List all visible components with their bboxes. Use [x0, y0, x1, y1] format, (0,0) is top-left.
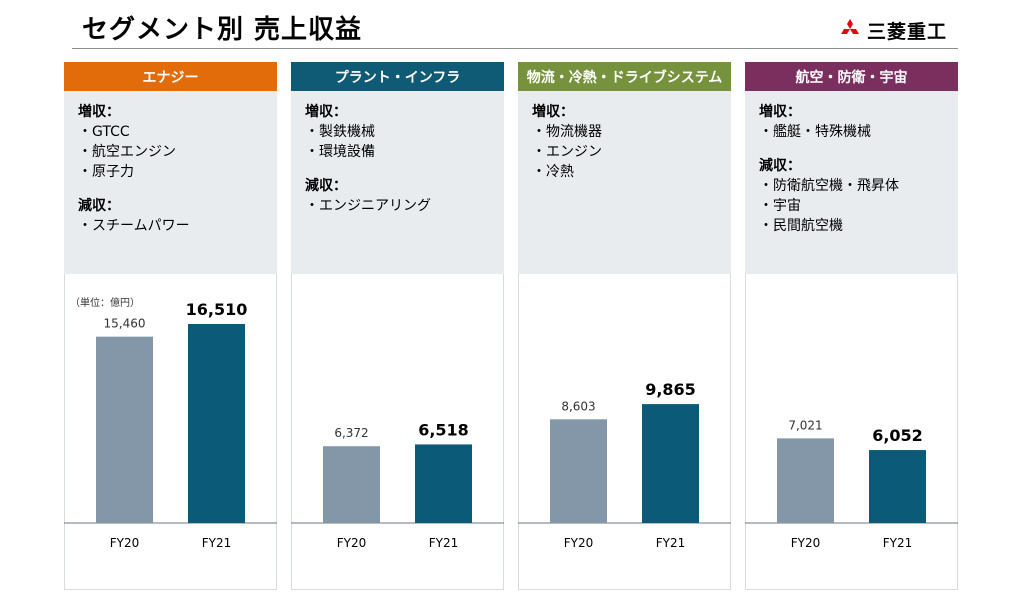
title-divider [72, 48, 958, 49]
bar-value-label: 8,603 [561, 399, 595, 413]
increase-label: 増収： [78, 104, 120, 120]
three-diamonds-logo-icon [841, 19, 859, 34]
increase-item: ・原子力 [78, 164, 134, 180]
x-tick-label: FY20 [791, 536, 821, 550]
decrease-item: ・スチームパワー [78, 218, 190, 234]
x-tick-label: FY21 [883, 536, 913, 550]
bar-fy20 [550, 419, 607, 523]
increase-item: ・GTCC [78, 124, 130, 140]
logo-text: 三菱重工 [867, 20, 948, 43]
increase-item: ・エンジン [532, 144, 602, 160]
segment-bar-chart: 6,372 FY20 6,518 FY21 [291, 420, 504, 550]
bar-fy20 [96, 336, 153, 523]
segment-header: エナジー [64, 62, 277, 91]
increase-item: ・航空エンジン [78, 144, 176, 160]
segment-panel: プラント・インフラ増収： ・製鉄機械・環境設備減収： ・エンジニアリング 6,372 F… [291, 62, 504, 590]
x-tick-label: FY21 [429, 536, 459, 550]
decrease-label: 減収： [305, 178, 347, 194]
increase-item: ・物流機器 [532, 124, 602, 140]
increase-label: 増収： [305, 104, 347, 120]
segment-header: 物流・冷熱・ドライブシステム [518, 62, 731, 91]
page-title: セグメント別 売上収益 [82, 15, 363, 45]
increase-item: ・環境設備 [305, 144, 375, 160]
bar-value-label: 9,865 [645, 380, 696, 399]
decrease-item: ・民間航空機 [759, 218, 843, 234]
x-tick-label: FY20 [110, 536, 140, 550]
unit-label: （単位：億円） [70, 298, 140, 309]
spacer [305, 162, 504, 176]
spacer [759, 142, 958, 156]
segment-factors: 増収： ・物流機器・エンジン・冷熱 [518, 91, 731, 274]
increase-label: 増収： [759, 104, 801, 120]
x-tick-label: FY20 [564, 536, 594, 550]
company-logo: 三菱重工 [838, 17, 947, 43]
segment-header: 航空・防衛・宇宙 [745, 62, 958, 91]
bar-fy21 [415, 444, 472, 523]
bar-value-label: 7,021 [788, 418, 822, 432]
increase-label: 増収： [532, 104, 574, 120]
decrease-item: ・宇宙 [759, 198, 801, 214]
bar-value-label: 16,510 [186, 300, 248, 319]
bar-fy20 [777, 438, 834, 523]
bar-value-label: 15,460 [104, 317, 146, 331]
segment-factors: 増収： ・GTCC ・航空エンジン ・原子力減収： ・スチームパワー [64, 91, 277, 274]
decrease-label: 減収： [759, 158, 801, 174]
segment-factors: 増収： ・艦艇・特殊機械 減収： ・防衛航空機・飛昇体 ・宇宙・民間航空機 [745, 91, 958, 274]
bar-fy21 [869, 450, 926, 523]
x-tick-label: FY21 [202, 536, 232, 550]
segment-factors: 増収： ・製鉄機械・環境設備減収： ・エンジニアリング [291, 91, 504, 274]
x-tick-label: FY20 [337, 536, 367, 550]
decrease-item: ・エンジニアリング [305, 198, 431, 214]
increase-item: ・冷熱 [532, 164, 574, 180]
bar-value-label: 6,052 [872, 426, 923, 445]
bar-value-label: 6,518 [418, 420, 469, 439]
segment-header: プラント・インフラ [291, 62, 504, 91]
bar-fy21 [188, 324, 245, 523]
segment-panel: 航空・防衛・宇宙増収： ・艦艇・特殊機械 減収： ・防衛航空機・飛昇体 ・宇宙・民間航空… [745, 62, 958, 590]
decrease-item: ・防衛航空機・飛昇体 [759, 178, 899, 194]
bar-value-label: 6,372 [334, 426, 368, 440]
bar-fy20 [323, 446, 380, 523]
x-tick-label: FY21 [656, 536, 686, 550]
increase-item: ・製鉄機械 [305, 124, 375, 140]
segment-bar-chart: 7,021 FY20 6,052 FY21 [745, 418, 958, 550]
spacer [78, 182, 277, 196]
segment-panel: 物流・冷熱・ドライブシステム増収： ・物流機器・エンジン・冷熱 8,603 FY20 9… [518, 62, 731, 590]
decrease-label: 減収： [78, 198, 120, 214]
bar-fy21 [642, 404, 699, 523]
segment-bar-chart: 8,603 FY20 9,865 FY21 [518, 380, 731, 550]
segment-bar-chart: 15,460 FY20 16,510 FY21 [64, 300, 277, 550]
increase-item: ・艦艇・特殊機械 [759, 124, 871, 140]
segment-panel: エナジー増収： ・GTCC ・航空エンジン ・原子力減収： ・スチームパワー 15,460… [64, 62, 277, 590]
